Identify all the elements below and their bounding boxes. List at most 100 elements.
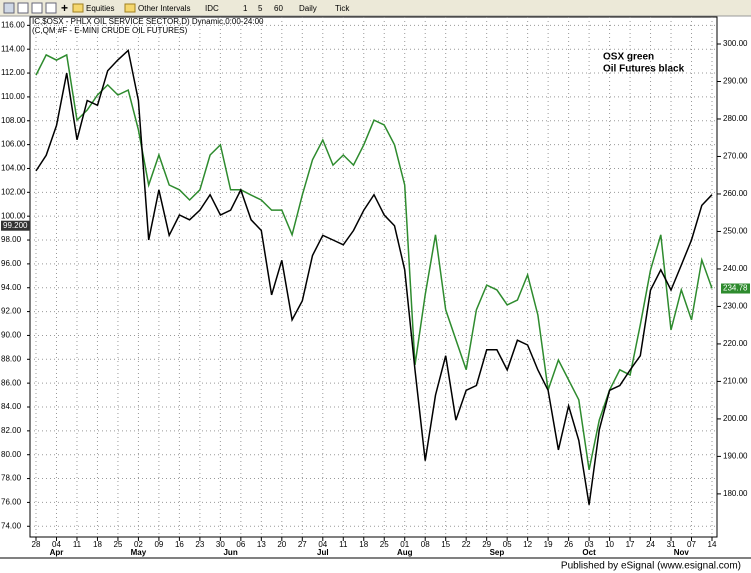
x-tick-label: 28	[32, 540, 41, 549]
y-tick-label: 90.00	[1, 331, 22, 340]
y-tick-label: 82.00	[1, 426, 22, 435]
x-tick-label: 11	[73, 540, 82, 549]
y2-tick-label: 190.00	[723, 452, 748, 461]
month-label: Oct	[582, 548, 596, 557]
icon[interactable]	[3, 2, 15, 14]
icon[interactable]	[45, 2, 57, 14]
icon[interactable]	[31, 2, 43, 14]
icon[interactable]	[17, 2, 29, 14]
plot-area	[29, 16, 718, 538]
toolbar-item[interactable]: 60	[274, 4, 283, 13]
y-tick-label: 102.00	[1, 187, 26, 196]
y2-tick-label: 290.00	[723, 77, 748, 86]
x-tick-label: 18	[93, 540, 102, 549]
y-tick-label: 76.00	[1, 498, 22, 507]
toolbar-item[interactable]: 1	[243, 4, 248, 13]
y-tick-label: 78.00	[1, 474, 22, 483]
x-tick-label: 08	[421, 540, 430, 549]
y2-tick-label: 280.00	[723, 114, 748, 123]
toolbar-item[interactable]: Tick	[335, 4, 350, 13]
footer: Published by eSignal (www.esignal.com)	[561, 561, 741, 572]
x-tick-label: 07	[687, 540, 696, 549]
folder-icon[interactable]	[72, 3, 84, 13]
y-tick-label: 74.00	[1, 521, 22, 530]
y-tick-label: 98.00	[1, 235, 22, 244]
month-label: Jun	[223, 548, 237, 557]
folder-icon[interactable]	[124, 3, 136, 13]
y-tick-label: 116.00	[1, 20, 25, 29]
x-tick-label: 05	[503, 540, 512, 549]
y-tick-label: 112.00	[1, 68, 25, 77]
toolbar-item[interactable]: Daily	[299, 4, 317, 13]
series-title: IC,$OSX - PHLX OIL SERVICE SECTOR,D) Dyn…	[32, 17, 264, 26]
x-tick-label: 02	[134, 540, 143, 549]
toolbar-item[interactable]: IDC	[205, 4, 219, 13]
month-label: May	[131, 548, 147, 557]
price-marker	[1, 220, 30, 231]
x-tick-label: 29	[482, 540, 491, 549]
y2-tick-label: 200.00	[723, 414, 748, 423]
x-tick-label: 11	[339, 540, 348, 549]
x-tick-label: 06	[236, 540, 245, 549]
y-tick-label: 80.00	[1, 450, 22, 459]
x-tick-label: 25	[113, 540, 122, 549]
annotation: OSX green	[603, 52, 654, 63]
month-label: Aug	[397, 548, 413, 557]
x-tick-label: 25	[380, 540, 389, 549]
x-tick-label: 24	[646, 540, 655, 549]
y2-tick-label: 230.00	[723, 302, 748, 311]
toolbar-item[interactable]: Equities	[86, 4, 114, 13]
x-tick-label: 30	[216, 540, 225, 549]
x-tick-label: 04	[52, 540, 61, 549]
icon[interactable]: +	[61, 1, 68, 15]
y2-tick-label: 300.00	[723, 39, 748, 48]
price-marker-label: 99.200	[3, 221, 28, 230]
month-label: Jul	[317, 548, 329, 557]
annotation: Oil Futures black	[603, 64, 685, 75]
x-tick-label: 15	[441, 540, 450, 549]
month-label: Sep	[490, 548, 505, 557]
y-tick-label: 84.00	[1, 402, 22, 411]
y-tick-label: 86.00	[1, 378, 22, 387]
y-tick-label: 100.00	[1, 211, 26, 220]
series-title: (C,QM #F - E-MINI CRUDE OIL FUTURES)	[32, 26, 188, 35]
month-label: Nov	[674, 548, 690, 557]
y-tick-label: 96.00	[1, 259, 22, 268]
x-tick-label: 27	[298, 540, 307, 549]
y2-tick-label: 220.00	[723, 339, 748, 348]
y-tick-label: 94.00	[1, 283, 22, 292]
x-tick-label: 09	[154, 540, 163, 549]
y2-tick-label: 180.00	[723, 489, 748, 498]
y-tick-label: 88.00	[1, 354, 22, 363]
y2-tick-label: 250.00	[723, 227, 748, 236]
month-label: Apr	[50, 548, 64, 557]
x-tick-label: 04	[318, 540, 327, 549]
price-marker-label: 234.78	[723, 284, 748, 293]
x-tick-label: 23	[195, 540, 204, 549]
y-tick-label: 106.00	[1, 140, 26, 149]
x-tick-label: 10	[605, 540, 614, 549]
x-tick-label: 01	[400, 540, 409, 549]
series-line	[35, 53, 713, 471]
y-tick-label: 108.00	[1, 116, 26, 125]
x-tick-label: 31	[667, 540, 676, 549]
y2-tick-label: 240.00	[723, 264, 748, 273]
x-tick-label: 12	[523, 540, 532, 549]
x-tick-label: 17	[626, 540, 635, 549]
x-tick-label: 13	[257, 540, 266, 549]
y2-tick-label: 270.00	[723, 152, 748, 161]
toolbar-item[interactable]: Other Intervals	[138, 4, 190, 13]
x-tick-label: 22	[462, 540, 471, 549]
x-tick-label: 18	[359, 540, 368, 549]
x-tick-label: 20	[277, 540, 286, 549]
y-tick-label: 110.00	[1, 92, 25, 101]
y-tick-label: 114.00	[1, 44, 25, 53]
x-tick-label: 14	[708, 540, 717, 549]
y2-tick-label: 260.00	[723, 189, 748, 198]
y-tick-label: 92.00	[1, 307, 22, 316]
x-tick-label: 03	[585, 540, 594, 549]
x-tick-label: 19	[544, 540, 553, 549]
price-marker	[721, 283, 750, 294]
toolbar-item[interactable]: 5	[258, 4, 263, 13]
